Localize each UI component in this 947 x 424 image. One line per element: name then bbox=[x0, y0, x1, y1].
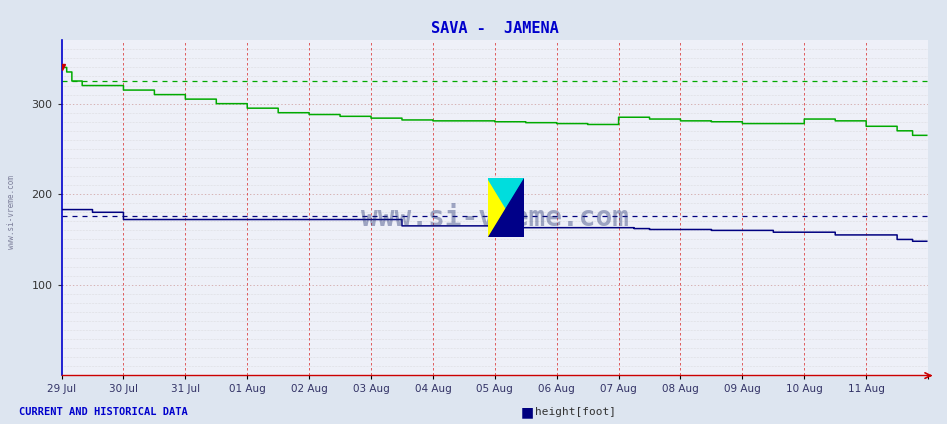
Polygon shape bbox=[488, 178, 524, 237]
Polygon shape bbox=[488, 178, 524, 237]
Text: www.si-vreme.com: www.si-vreme.com bbox=[7, 175, 16, 249]
Text: ■: ■ bbox=[521, 405, 534, 419]
Text: height[foot]: height[foot] bbox=[535, 407, 616, 417]
Polygon shape bbox=[488, 178, 524, 237]
Text: CURRENT AND HISTORICAL DATA: CURRENT AND HISTORICAL DATA bbox=[19, 407, 188, 417]
Text: www.si-vreme.com: www.si-vreme.com bbox=[361, 204, 629, 232]
Title: SAVA -  JAMENA: SAVA - JAMENA bbox=[431, 21, 559, 36]
